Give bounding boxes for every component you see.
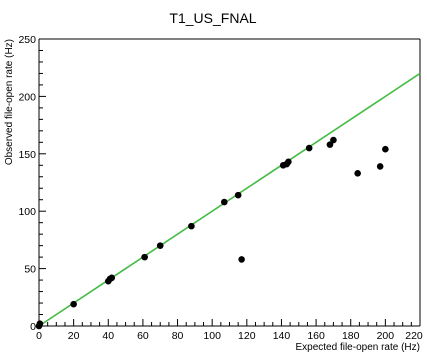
data-point (70, 300, 77, 308)
data-point (238, 256, 245, 263)
data-point (326, 141, 334, 148)
data-point (376, 163, 384, 170)
x-tick-label: 180 (342, 330, 360, 342)
y-tick-label: 50 (24, 264, 36, 276)
data-point (156, 242, 164, 249)
x-tick-label: 160 (307, 330, 325, 342)
x-tick-label: 40 (102, 330, 114, 342)
y-tick-label: 250 (18, 34, 36, 46)
y-tick-label: 100 (18, 206, 36, 218)
plot-frame (38, 38, 421, 327)
data-point (188, 222, 195, 230)
x-axis-ticks: 0 20 40 60 80 100 120 140 160 180 200 220 (36, 319, 423, 342)
data-point (108, 274, 116, 282)
x-axis-label: Expected file-open rate (Hz) (295, 342, 420, 353)
y-tick-label: 0 (30, 321, 36, 333)
y-tick-label: 200 (18, 91, 36, 103)
chart-title: T1_US_FNAL (169, 10, 256, 26)
data-point (382, 145, 389, 153)
data-point (234, 191, 242, 199)
data-point (354, 170, 361, 177)
data-point (36, 320, 44, 328)
x-tick-label: 0 (36, 330, 42, 342)
y-axis-label: Observed file-open rate (Hz) (4, 39, 15, 165)
reference-line (38, 72, 421, 327)
x-tick-label: 100 (203, 330, 221, 342)
y-axis-ticks: 0 50 100 150 200 250 (18, 34, 46, 333)
data-point (141, 253, 148, 261)
x-tick-label: 80 (172, 330, 184, 342)
x-tick-label: 20 (68, 330, 80, 342)
data-point (285, 158, 292, 166)
x-tick-label: 220 (405, 330, 423, 342)
x-tick-label: 200 (377, 330, 395, 342)
x-tick-label: 120 (238, 330, 256, 342)
x-tick-label: 60 (137, 330, 149, 342)
y-tick-label: 150 (18, 149, 36, 161)
x-tick-label: 140 (273, 330, 291, 342)
data-point (221, 198, 228, 206)
data-point (305, 144, 313, 152)
data-points (35, 136, 389, 330)
data-point (330, 136, 337, 144)
